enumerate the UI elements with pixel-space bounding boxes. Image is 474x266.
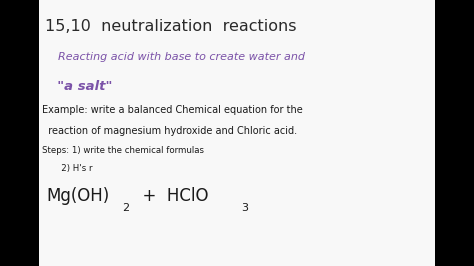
Text: 2) H's r: 2) H's r [42, 164, 92, 173]
Bar [39, 0, 435, 266]
Text: Steps: 1) write the chemical formulas: Steps: 1) write the chemical formulas [42, 146, 204, 155]
Text: Reacting acid with base to create water and: Reacting acid with base to create water … [51, 52, 305, 62]
Text: 15,10  neutralization  reactions: 15,10 neutralization reactions [45, 19, 297, 34]
Text: 2: 2 [122, 203, 129, 214]
Text: Mg(OH): Mg(OH) [46, 187, 109, 205]
Text: 3: 3 [241, 203, 248, 214]
Text: +  HClO: + HClO [132, 187, 208, 205]
Text: reaction of magnesium hydroxide and Chloric acid.: reaction of magnesium hydroxide and Chlo… [42, 126, 297, 136]
Text: "a salt": "a salt" [48, 80, 113, 93]
Text: Example: write a balanced Chemical equation for the: Example: write a balanced Chemical equat… [42, 105, 302, 115]
